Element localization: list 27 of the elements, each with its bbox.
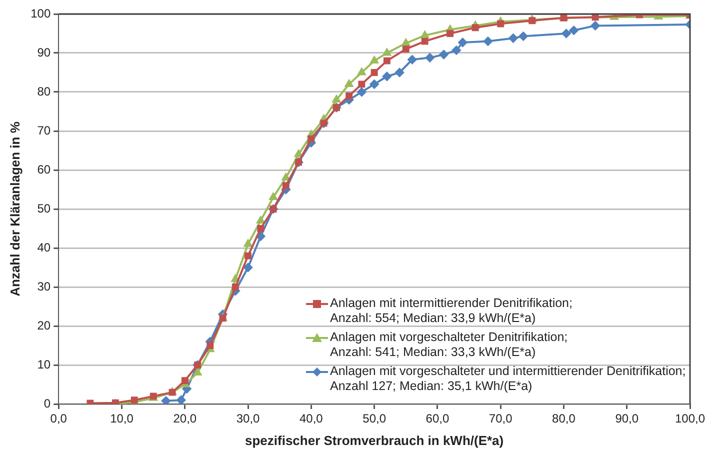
legend-label: Anlagen mit vorgeschalteter und intermittierender Denitrifikation; Anzahl 127; Median: 35,1 kWh/(E*a) [330, 364, 686, 394]
legend-label: Anlagen mit intermittierender Denitrifikation; Anzahl: 554; Median: 33,9 kWh/(E*a) [330, 296, 572, 326]
x-tick-label: 0,0 [50, 412, 68, 426]
x-tick-label: 40,0 [299, 412, 324, 426]
y-tick-label: 40 [37, 240, 51, 254]
x-tick-label: 100,0 [674, 412, 706, 426]
y-tick-label: 60 [37, 162, 51, 176]
y-tick-label: 80 [37, 84, 51, 98]
y-axis-title: Anzahl der Kläranlagen in % [7, 121, 22, 296]
y-tick-label: 0 [44, 396, 51, 410]
x-tick-label: 20,0 [173, 412, 197, 426]
x-tick-label: 30,0 [236, 412, 260, 426]
x-tick-label: 50,0 [362, 412, 386, 426]
x-tick-label: 10,0 [110, 412, 134, 426]
x-axis-title: spezifischer Stromverbrauch in kWh/(E*a) [245, 432, 504, 448]
y-tick-label: 70 [37, 123, 51, 138]
x-tick-label: 90,0 [615, 412, 639, 426]
y-tick-label: 20 [37, 318, 51, 332]
x-tick-label: 80,0 [552, 412, 576, 426]
y-tick-label: 10 [37, 357, 51, 372]
x-tick-label: 70,0 [488, 412, 513, 426]
x-tick-label: 60,0 [426, 412, 450, 426]
y-tick-label: 30 [37, 279, 51, 294]
y-tick-label: 50 [37, 201, 51, 216]
y-tick-label: 90 [37, 45, 51, 60]
y-tick-label: 100 [30, 6, 51, 20]
legend-label: Anlagen mit vorgeschalteter Denitrifikation; Anzahl: 541; Median: 33,3 kWh/(E*a) [330, 330, 568, 360]
